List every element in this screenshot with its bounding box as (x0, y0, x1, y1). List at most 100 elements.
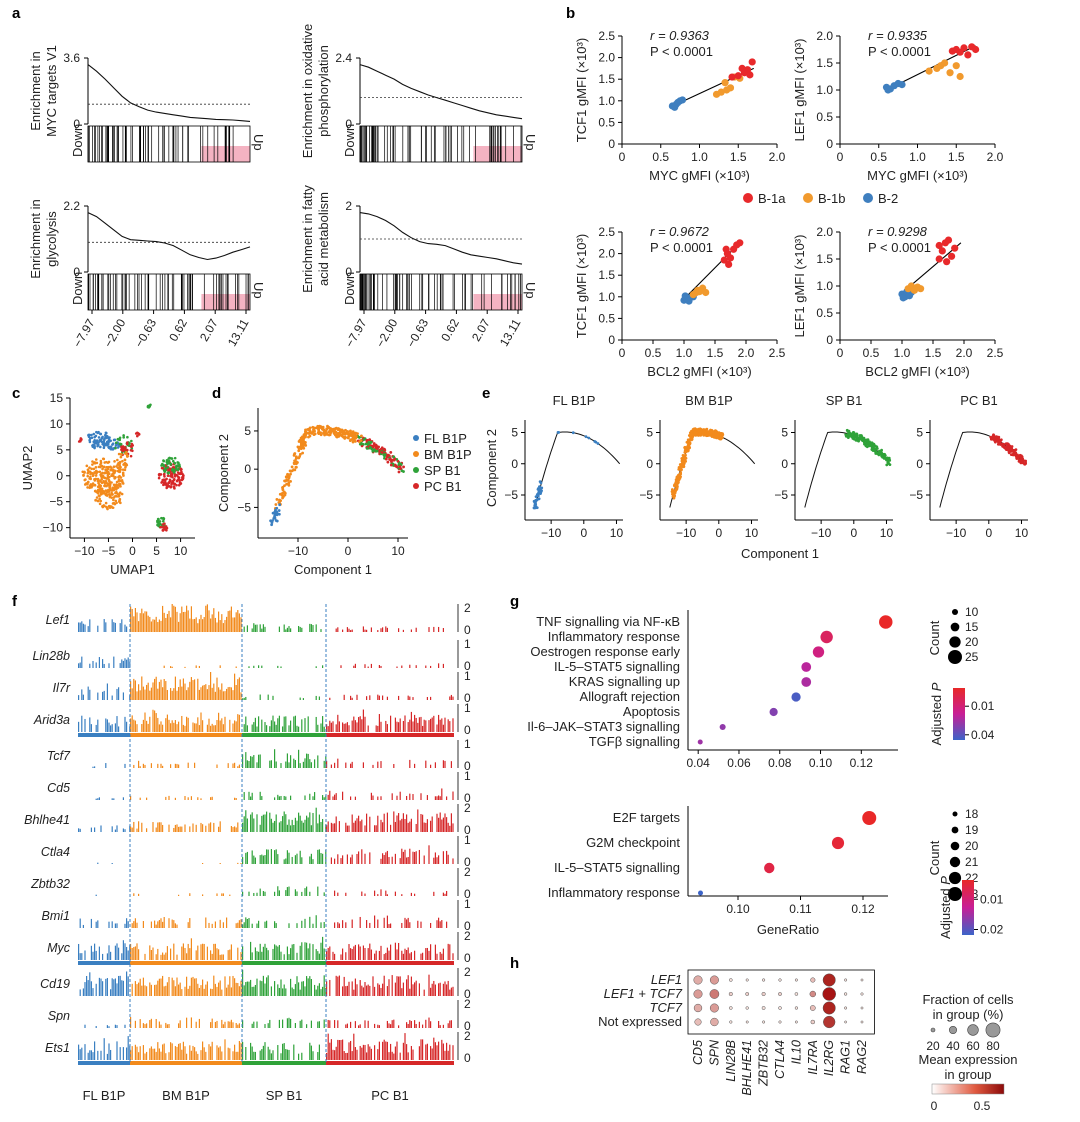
c-cell-bm (120, 453, 123, 456)
c-cell-bm (101, 467, 104, 471)
f-gene-label: Ets1 (45, 1041, 70, 1055)
f-track-bar-fl (116, 923, 118, 928)
c-cell-fl (109, 439, 112, 443)
c-cell-bm (117, 452, 121, 456)
h-dot (823, 1015, 836, 1029)
f-track-bar-pc (346, 1023, 348, 1028)
c-cell-fl (99, 438, 103, 442)
f-track-bar-sp (264, 814, 266, 832)
f-track-bar-bm (227, 763, 229, 768)
f-track-bar-sp (250, 979, 252, 996)
h-dot (860, 992, 864, 996)
c-cell-bm (118, 482, 121, 486)
f-track-bar-pc (447, 1023, 449, 1028)
f-track-bar-fl (102, 691, 104, 700)
c-cell-pc (178, 481, 182, 484)
f-track-bar-bm (235, 1023, 237, 1028)
f-track-bar-bm (139, 613, 141, 632)
f-track-bar-sp (245, 810, 247, 832)
f-track-bar-bm (178, 721, 180, 732)
h-dot (693, 1003, 703, 1013)
f-track-bar-pc (423, 855, 425, 864)
f-track-bar-bm (136, 691, 138, 700)
d-cell-bm (354, 434, 358, 438)
f-track-bar-sp (258, 951, 260, 960)
f-track-bar-bm (141, 985, 143, 996)
c-cell-bm (114, 475, 117, 479)
f-track-bar-pc (442, 851, 444, 864)
f-track-bar-bm (131, 715, 133, 732)
d-cell-pc (384, 457, 388, 461)
f-track-bar-bm (160, 679, 162, 700)
g-top-xtick-label: 0.10 (809, 756, 833, 770)
f-track-bar-sp (269, 726, 271, 732)
f-track-bar-sp (301, 857, 303, 864)
f-track-bar-bm (227, 1021, 229, 1028)
f-track-bar-sp (251, 986, 253, 996)
f-track-bar-bm (166, 946, 168, 960)
f-track-bar-bm (219, 620, 221, 632)
f-track-bar-bm (160, 978, 162, 996)
f-track-bar-fl (118, 726, 120, 732)
b-xlabel: MYC gMFI (×10³) (867, 168, 968, 183)
f-track-bar-sp (283, 795, 285, 800)
f-track-bar-pc (354, 978, 356, 996)
f-track-bar-fl (113, 979, 115, 996)
f-track-bar-bm (136, 724, 138, 732)
f-track-bar-bm (211, 796, 213, 800)
f-track-bar-sp (261, 1049, 263, 1060)
f-track-bar-pc (441, 1039, 443, 1060)
f-track-bar-bm (237, 766, 239, 768)
f-track-bar-sp (272, 1050, 274, 1060)
f-track-bar-bm (203, 988, 205, 996)
tspan: P (929, 682, 944, 691)
f-track-bar-pc (386, 812, 388, 832)
f-track-bar-bm (186, 976, 188, 996)
c-cell-fl (106, 435, 109, 438)
c-cell-bm (92, 467, 96, 471)
f-track-bar-pc (414, 714, 416, 732)
f-track-bar-sp (309, 793, 311, 800)
f-scale-bottom: 0 (464, 919, 471, 933)
c-cell-pc (178, 472, 182, 475)
h-dot (778, 992, 782, 996)
f-track-bar-bm (136, 943, 138, 960)
f-track-bar-pc (406, 979, 408, 996)
f-track-bar-pc (433, 626, 435, 632)
e-xtick-label: −10 (676, 526, 697, 540)
f-track-bar-pc (364, 1044, 366, 1060)
f-track-bar-pc (348, 628, 350, 632)
f-track-bar-pc (398, 722, 400, 732)
f-track-bar-pc (407, 722, 409, 732)
f-track-bar-pc (369, 816, 371, 832)
f-track-bar-pc (434, 796, 436, 800)
f-track-bar-bm (208, 922, 210, 928)
f-track-bar-bm (130, 1016, 132, 1028)
f-track-bar-pc (329, 1042, 331, 1060)
f-track-bar-sp (245, 917, 247, 928)
f-track-bar-bm (237, 982, 239, 996)
f-track-bar-bm (131, 983, 133, 996)
f-track-bar-pc (372, 795, 374, 800)
f-track-bar-fl (105, 978, 107, 996)
f-track-bar-sp (274, 944, 276, 960)
e-cell-bm (679, 466, 682, 470)
f-track-bar-pc (367, 725, 369, 732)
g-bot-term: Inflammatory response (548, 885, 680, 900)
f-track-bar-pc (330, 822, 332, 832)
e-title: FL B1P (553, 393, 596, 408)
g-bot-count-title: Count (927, 840, 942, 875)
f-track-bar-sp (251, 724, 253, 732)
f-track-bar-pc (367, 666, 369, 668)
f-track-bar-pc (399, 976, 401, 996)
f-track-bar-fl (114, 829, 116, 832)
f-track-bar-bm (142, 719, 144, 732)
f-track-bar-bm (232, 1051, 234, 1060)
f-track-bar-bm (150, 921, 152, 928)
f-track-bar-sp (250, 796, 252, 800)
d-cell-pc (392, 458, 396, 462)
f-track-bar-fl (108, 1043, 110, 1060)
d-cell-sp (383, 453, 387, 456)
f-track-bar-sp (285, 988, 287, 996)
f-track-bar-sp (304, 758, 306, 768)
